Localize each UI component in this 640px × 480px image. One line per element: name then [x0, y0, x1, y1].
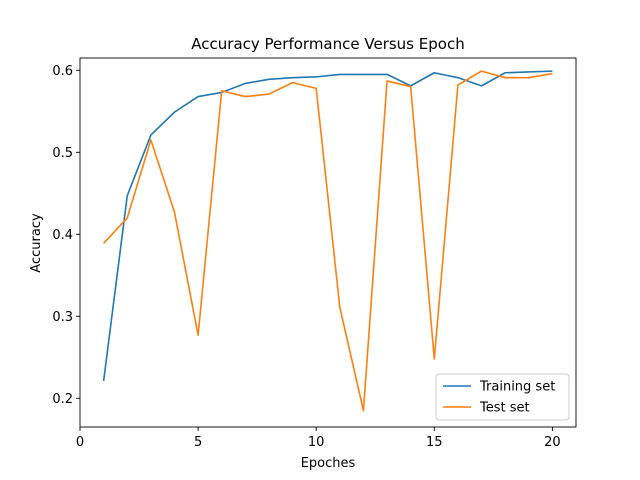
legend-label-1: Test set: [479, 401, 530, 416]
x-tick-label: 15: [426, 435, 443, 450]
series-line-1: [103, 70, 553, 412]
y-tick-label: 0.5: [52, 146, 73, 161]
y-tick-label: 0.3: [52, 310, 73, 325]
plot-frame: [79, 57, 577, 428]
legend-label-0: Training set: [479, 380, 555, 395]
x-tick-label: 5: [194, 435, 202, 450]
x-tick-label: 0: [76, 435, 84, 450]
y-axis-label: Accuracy: [29, 213, 44, 273]
chart-title: Accuracy Performance Versus Epoch: [191, 35, 464, 53]
legend: Training set Test set: [435, 373, 570, 421]
y-tick-label: 0.4: [52, 228, 73, 243]
y-tick-label: 0.2: [52, 392, 73, 407]
axes: 0 5 10 15 20 0.2 0.3 0.4 0.5 0.6: [52, 57, 577, 450]
plot-lines: [102, 70, 553, 412]
x-tick-label: 20: [544, 435, 561, 450]
series-line-0: [102, 70, 553, 382]
x-tick-label: 10: [308, 435, 325, 450]
x-axis-label: Epoches: [301, 456, 356, 471]
y-tick-label: 0.6: [52, 64, 73, 79]
